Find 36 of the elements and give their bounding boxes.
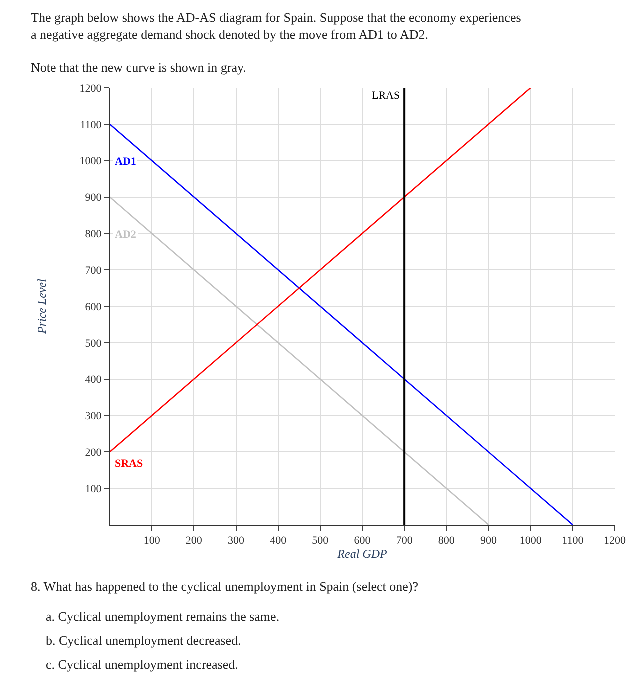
series-label: AD1 xyxy=(115,156,136,168)
chart-title: The graph below shows the AD-AS diagram for Spain. Suppose that the economy experiences a negative aggregate demand shock denoted by the move from AD1 to AD2. xyxy=(31,10,522,42)
x-tick-label: 600 xyxy=(354,535,372,548)
y-tick-label: 400 xyxy=(85,374,102,386)
y-tick-label: 1200 xyxy=(80,82,102,95)
y-tick-label: 700 xyxy=(85,264,102,277)
y-tick-label: 500 xyxy=(85,338,102,350)
x-tick-label: 400 xyxy=(270,535,288,548)
y-tick-label: 1100 xyxy=(80,119,102,132)
series-label: SRAS xyxy=(115,458,144,470)
y-tick-label: 200 xyxy=(85,447,102,460)
x-tick-label: 300 xyxy=(228,535,245,548)
series-label: AD2 xyxy=(115,229,137,241)
y-tick-label: 300 xyxy=(85,410,102,423)
x-tick-label: 700 xyxy=(396,535,414,548)
x-tick-label: 1100 xyxy=(562,535,584,548)
x-axis-title: Real GDP xyxy=(336,547,388,562)
ref-line-label: LRAS xyxy=(372,90,400,102)
x-tick-label: 200 xyxy=(186,535,203,548)
y-tick-label: 100 xyxy=(85,483,102,496)
y-axis-title: Price Level xyxy=(35,278,50,335)
y-tick-label: 800 xyxy=(85,228,102,241)
y-tick-label: 900 xyxy=(85,192,102,204)
x-tick-label: 1200 xyxy=(604,535,626,548)
x-tick-label: 1000 xyxy=(520,535,542,548)
x-tick-label: 900 xyxy=(480,535,498,548)
y-tick-label: 1000 xyxy=(80,156,102,168)
x-tick-label: 100 xyxy=(144,535,161,548)
y-tick-label: 600 xyxy=(85,301,102,314)
x-tick-label: 800 xyxy=(438,535,456,548)
text: 8. What has happened to the cyclical unemployment in Spain (select one)? xyxy=(31,579,419,594)
x-tick-label: 500 xyxy=(312,535,330,548)
text: b. Cyclical unemployment decreased. xyxy=(46,633,242,648)
chart-subtitle: Note that the new curve is shown in gray. xyxy=(31,60,246,75)
text: a. Cyclical unemployment remains the same. xyxy=(46,609,280,624)
text: c. Cyclical unemployment increased. xyxy=(46,657,238,672)
